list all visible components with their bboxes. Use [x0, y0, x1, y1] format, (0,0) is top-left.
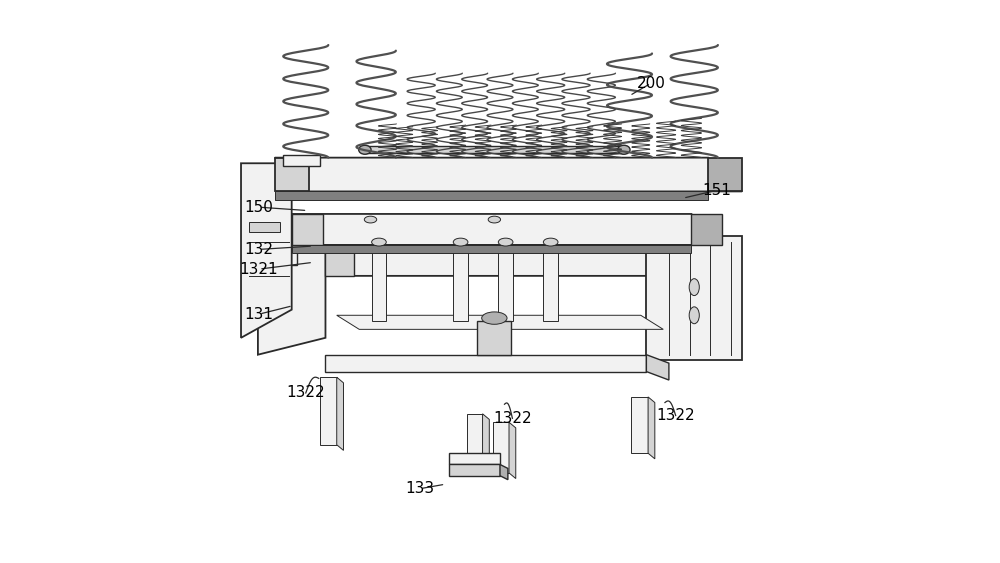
Text: 150: 150 — [245, 200, 273, 215]
Text: 131: 131 — [245, 307, 274, 321]
Polygon shape — [337, 315, 663, 329]
Text: 200: 200 — [636, 76, 665, 91]
Ellipse shape — [453, 238, 468, 246]
Polygon shape — [453, 245, 468, 321]
Polygon shape — [509, 422, 516, 479]
Polygon shape — [631, 397, 648, 453]
Text: 132: 132 — [245, 242, 274, 257]
Polygon shape — [493, 422, 509, 473]
Polygon shape — [691, 214, 722, 245]
Polygon shape — [498, 245, 513, 321]
Polygon shape — [325, 248, 714, 276]
Polygon shape — [477, 321, 511, 355]
Polygon shape — [249, 222, 280, 232]
Ellipse shape — [482, 312, 507, 324]
Ellipse shape — [359, 145, 371, 154]
Polygon shape — [325, 355, 646, 372]
Polygon shape — [258, 248, 325, 355]
Polygon shape — [646, 236, 742, 360]
Polygon shape — [283, 155, 320, 166]
Polygon shape — [275, 191, 708, 200]
Polygon shape — [292, 245, 691, 253]
Polygon shape — [241, 163, 292, 338]
Polygon shape — [483, 414, 489, 470]
Polygon shape — [449, 453, 500, 464]
Text: 1322: 1322 — [286, 386, 325, 400]
Ellipse shape — [488, 216, 501, 223]
Polygon shape — [337, 377, 343, 450]
Polygon shape — [365, 146, 624, 153]
Text: 133: 133 — [405, 481, 435, 496]
Text: 1321: 1321 — [240, 262, 278, 276]
Text: 1322: 1322 — [493, 411, 532, 426]
Ellipse shape — [689, 279, 699, 296]
Polygon shape — [543, 245, 558, 321]
Polygon shape — [467, 414, 483, 464]
Ellipse shape — [543, 238, 558, 246]
Ellipse shape — [498, 238, 513, 246]
Polygon shape — [275, 158, 742, 191]
Ellipse shape — [689, 307, 699, 324]
Polygon shape — [325, 248, 354, 276]
Text: 151: 151 — [702, 183, 731, 198]
Polygon shape — [648, 397, 655, 459]
Polygon shape — [646, 355, 669, 380]
Ellipse shape — [618, 145, 630, 154]
Polygon shape — [500, 464, 508, 480]
Polygon shape — [372, 245, 386, 321]
Polygon shape — [320, 377, 337, 445]
Polygon shape — [275, 158, 309, 191]
Text: 1322: 1322 — [656, 408, 695, 423]
Polygon shape — [292, 214, 722, 245]
Polygon shape — [449, 464, 500, 476]
Polygon shape — [258, 248, 297, 265]
Polygon shape — [708, 158, 742, 191]
Ellipse shape — [372, 238, 386, 246]
Ellipse shape — [364, 216, 377, 223]
Polygon shape — [292, 214, 323, 245]
